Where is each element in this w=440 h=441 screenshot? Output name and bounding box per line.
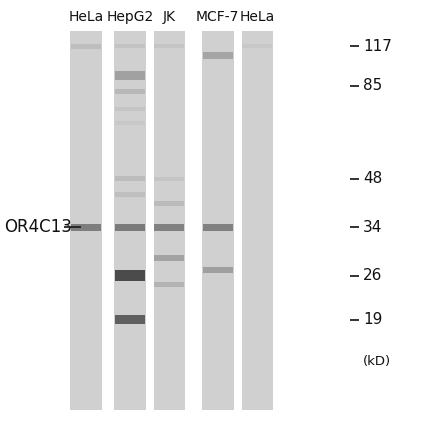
Bar	[154, 255, 184, 261]
Text: 34: 34	[363, 220, 382, 235]
Bar	[115, 315, 145, 324]
Text: MCF-7: MCF-7	[196, 10, 239, 24]
Text: 26: 26	[363, 268, 382, 283]
Bar	[154, 176, 184, 181]
Text: 19: 19	[363, 312, 382, 327]
Bar	[71, 224, 101, 231]
Bar	[203, 52, 233, 59]
Bar	[154, 201, 184, 206]
Bar	[203, 267, 233, 273]
Bar	[242, 31, 273, 410]
Bar	[202, 31, 234, 410]
Text: (kD): (kD)	[363, 355, 391, 368]
Text: 117: 117	[363, 39, 392, 54]
Bar	[115, 224, 145, 231]
Bar	[203, 224, 233, 231]
Bar	[114, 31, 146, 410]
Bar	[115, 89, 145, 93]
Bar	[70, 31, 102, 410]
Bar	[242, 44, 272, 48]
Text: 48: 48	[363, 171, 382, 186]
Text: HepG2: HepG2	[106, 10, 154, 24]
Text: OR4C13: OR4C13	[4, 218, 72, 236]
Bar	[115, 71, 145, 80]
Text: 85: 85	[363, 78, 382, 93]
Bar	[115, 108, 145, 112]
Bar	[115, 44, 145, 48]
Text: HeLa: HeLa	[68, 10, 103, 24]
Bar	[154, 282, 184, 287]
Bar	[115, 192, 145, 198]
Text: JK: JK	[163, 10, 176, 24]
Bar	[154, 224, 184, 231]
Bar	[115, 176, 145, 181]
Bar	[115, 121, 145, 125]
Bar	[71, 44, 101, 49]
Bar	[154, 44, 184, 48]
Bar	[154, 31, 185, 410]
Bar	[115, 270, 145, 281]
Text: HeLa: HeLa	[240, 10, 275, 24]
